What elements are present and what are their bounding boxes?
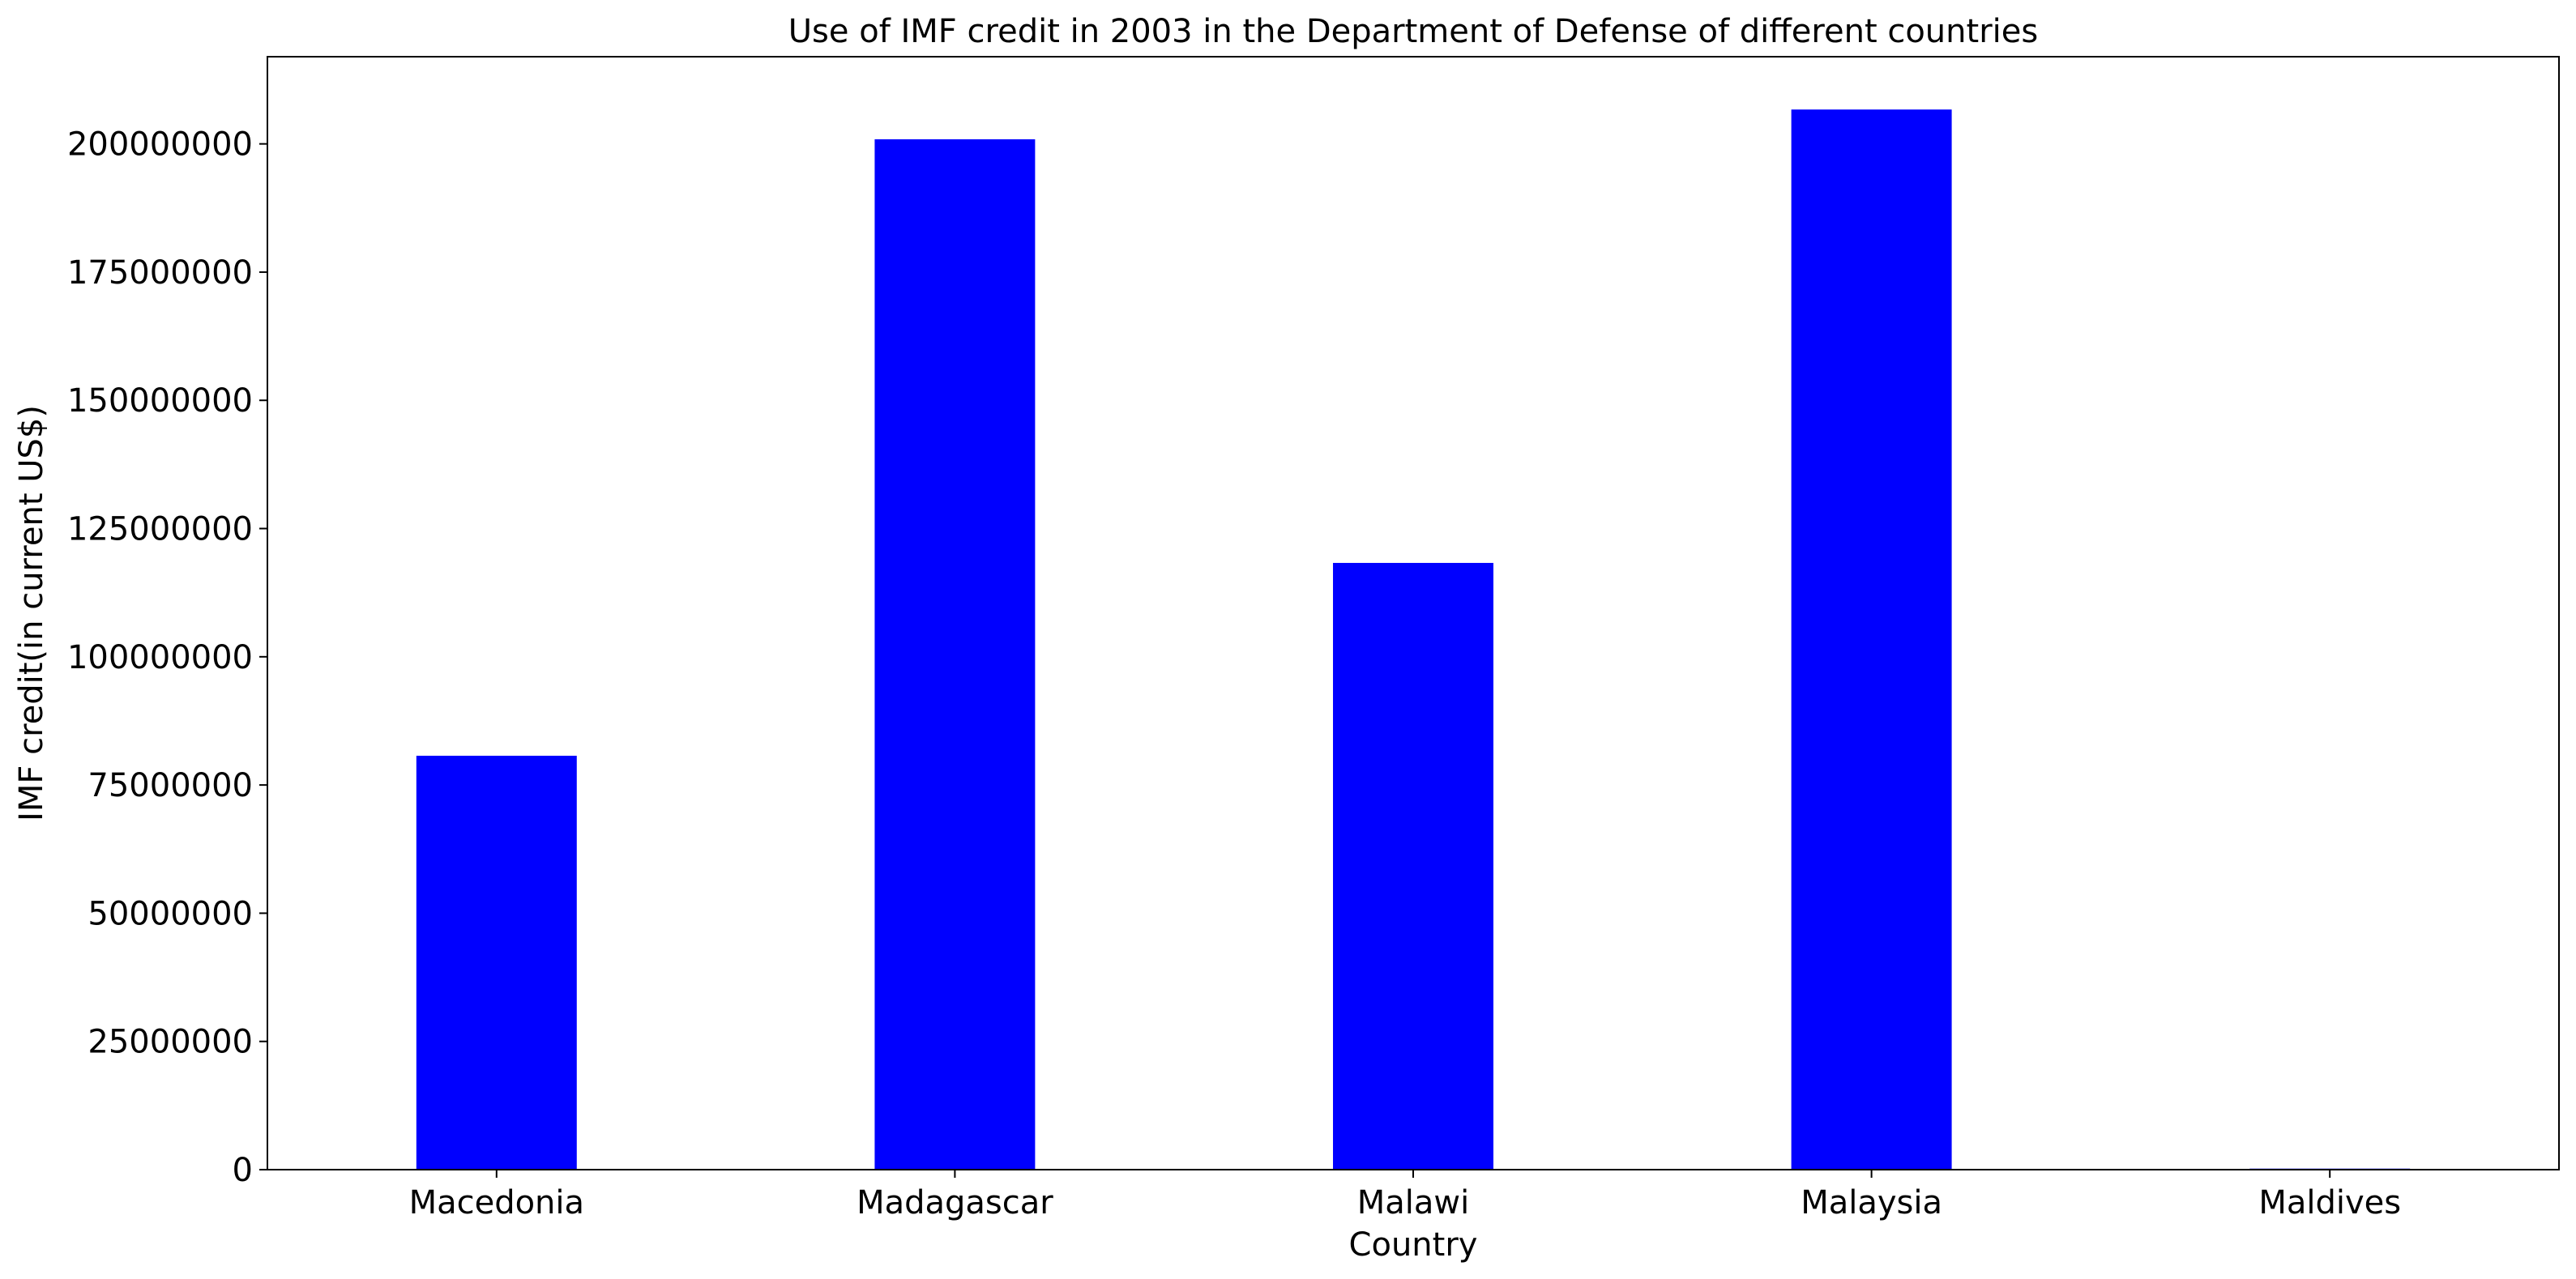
y-tick-label: 50000000 [88, 895, 253, 932]
x-axis-label: Country [1349, 1226, 1478, 1264]
y-tick-label: 100000000 [67, 639, 253, 676]
chart-title: Use of IMF credit in 2003 in the Departm… [788, 13, 2038, 50]
y-tick-label: 125000000 [67, 511, 253, 548]
x-tick-label: Malaysia [1801, 1184, 1942, 1221]
y-tick-label: 0 [233, 1152, 253, 1189]
x-tick-label: Macedonia [409, 1184, 584, 1221]
plot-frame [267, 56, 2560, 1170]
y-axis-ticks: 0 25000000 50000000 75000000 100000000 125000… [67, 126, 267, 1189]
bar-madagascar [874, 139, 1036, 1170]
bar-macedonia [416, 756, 577, 1170]
bars-group [416, 109, 2411, 1170]
x-tick-label: Madagascar [857, 1184, 1053, 1221]
x-axis-ticks: Macedonia Madagascar Malawi Malaysia Maldive… [409, 1170, 2401, 1221]
bar-malawi [1333, 562, 1493, 1170]
y-tick-label: 75000000 [88, 767, 253, 804]
x-tick-label: Malawi [1357, 1184, 1469, 1221]
y-tick-label: 200000000 [67, 126, 253, 164]
bar-malaysia [1791, 109, 1952, 1170]
y-axis-label: IMF credit(in current US$) [13, 405, 50, 821]
y-tick-label: 175000000 [67, 254, 253, 292]
x-tick-label: Maldives [2258, 1184, 2401, 1221]
y-tick-label: 150000000 [67, 382, 253, 420]
y-tick-label: 25000000 [88, 1024, 253, 1061]
